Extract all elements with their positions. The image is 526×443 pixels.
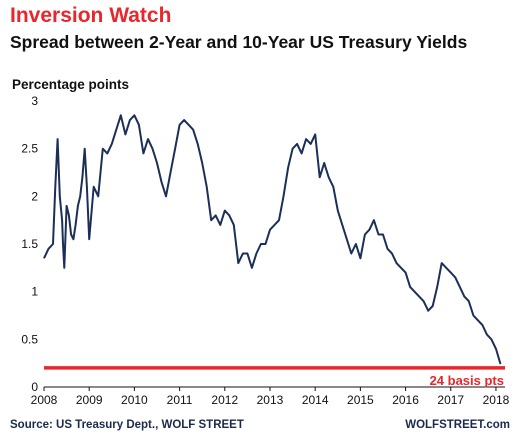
source-note: Source: US Treasury Dept., WOLF STREET: [10, 419, 244, 431]
x-tick-label: 2013: [257, 393, 284, 407]
y-tick-label: 2: [31, 189, 38, 203]
x-tick-label: 2010: [121, 393, 148, 407]
brand-mark: WOLFSTREET.com: [405, 419, 510, 431]
y-tick-label: 3: [31, 94, 38, 108]
x-tick-label: 2016: [392, 393, 419, 407]
y-tick-label: 1: [31, 285, 38, 299]
y-axis-ticks: 0 0.5 1 1.5 2 2.5 3: [21, 94, 38, 394]
x-tick-label: 2017: [437, 393, 464, 407]
chart-subtitle: Spread between 2-Year and 10-Year US Tre…: [10, 32, 468, 52]
y-tick-label: 2.5: [21, 142, 38, 156]
x-tick-label: 2014: [302, 393, 329, 407]
threshold-annotation: 24 basis pts: [430, 373, 504, 388]
chart-title: Inversion Watch: [10, 4, 172, 27]
x-tick-label: 2018: [483, 393, 510, 407]
y-axis-label: Percentage points: [12, 77, 129, 92]
y-tick-label: 1.5: [21, 237, 38, 251]
x-tick-label: 2008: [31, 393, 58, 407]
x-tick-label: 2012: [211, 393, 238, 407]
x-tick-label: 2011: [167, 393, 193, 407]
x-tick-label: 2009: [76, 393, 103, 407]
y-tick-label: 0.5: [21, 332, 38, 346]
x-axis-ticks: 2008 2009 2010 2011 2012 2013 2014 2015 2016 2017…: [31, 387, 510, 407]
spread-series-line: [43, 114, 502, 365]
y-tick-label: 0: [31, 380, 38, 394]
x-tick-label: 2015: [347, 393, 374, 407]
